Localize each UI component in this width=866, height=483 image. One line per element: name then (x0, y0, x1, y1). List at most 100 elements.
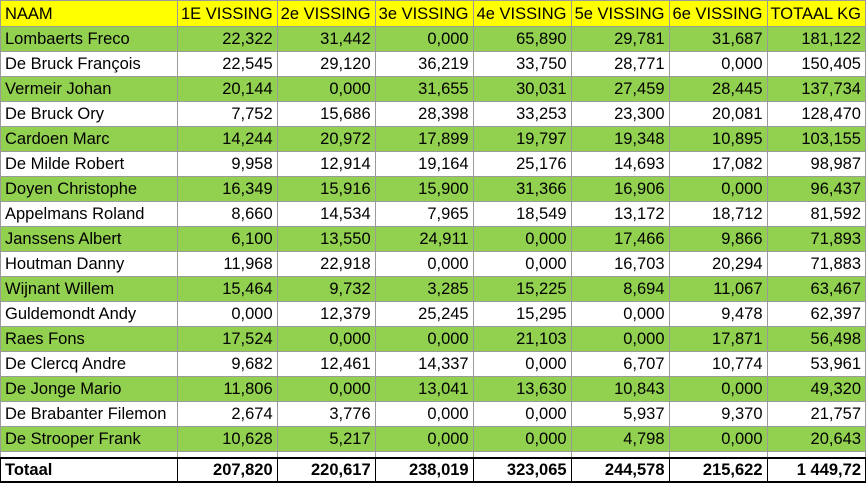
total-vissing-2-cell[interactable]: 220,617 (276, 457, 376, 483)
vissing-3-cell[interactable]: 0,000 (374, 426, 474, 452)
name-cell[interactable]: Vermeir Johan (0, 76, 178, 102)
vissing-5-cell[interactable]: 16,906 (570, 176, 670, 202)
vissing-3-cell[interactable]: 0,000 (374, 401, 474, 427)
total-kg-cell[interactable]: 181,122 (766, 26, 866, 52)
vissing-2-cell[interactable]: 12,914 (276, 151, 376, 177)
vissing-3-cell[interactable]: 0,000 (374, 26, 474, 52)
vissing-3-cell[interactable]: 24,911 (374, 226, 474, 252)
vissing-4-cell[interactable]: 30,031 (472, 76, 572, 102)
header-cell-vissing-6[interactable]: 6e VISSING (668, 0, 768, 27)
vissing-2-cell[interactable]: 20,972 (276, 126, 376, 152)
total-kg-cell[interactable]: 150,405 (766, 51, 866, 77)
total-kg-cell[interactable]: 62,397 (766, 301, 866, 327)
total-kg-cell[interactable]: 137,734 (766, 76, 866, 102)
vissing-4-cell[interactable]: 0,000 (472, 351, 572, 377)
vissing-4-cell[interactable]: 31,366 (472, 176, 572, 202)
vissing-3-cell[interactable]: 17,899 (374, 126, 474, 152)
vissing-2-cell[interactable]: 31,442 (276, 26, 376, 52)
vissing-4-cell[interactable]: 21,103 (472, 326, 572, 352)
header-cell-vissing-1[interactable]: 1E VISSING (176, 0, 278, 27)
total-kg-cell[interactable]: 71,883 (766, 251, 866, 277)
total-kg-cell[interactable]: 63,467 (766, 276, 866, 302)
vissing-6-cell[interactable]: 0,000 (668, 176, 768, 202)
header-cell-vissing-5[interactable]: 5e VISSING (570, 0, 670, 27)
total-kg-cell[interactable]: 56,498 (766, 326, 866, 352)
total-vissing-4-cell[interactable]: 323,065 (472, 457, 572, 483)
vissing-1-cell[interactable]: 22,545 (176, 51, 278, 77)
name-cell[interactable]: De Brabanter Filemon (0, 401, 178, 427)
vissing-1-cell[interactable]: 11,968 (176, 251, 278, 277)
name-cell[interactable]: De Bruck François (0, 51, 178, 77)
vissing-5-cell[interactable]: 14,693 (570, 151, 670, 177)
vissing-2-cell[interactable]: 3,776 (276, 401, 376, 427)
vissing-3-cell[interactable]: 25,245 (374, 301, 474, 327)
total-kg-cell[interactable]: 21,757 (766, 401, 866, 427)
name-cell[interactable]: De Jonge Mario (0, 376, 178, 402)
total-vissing-5-cell[interactable]: 244,578 (570, 457, 670, 483)
vissing-2-cell[interactable]: 29,120 (276, 51, 376, 77)
vissing-2-cell[interactable]: 15,686 (276, 101, 376, 127)
total-kg-cell[interactable]: 71,893 (766, 226, 866, 252)
vissing-3-cell[interactable]: 13,041 (374, 376, 474, 402)
name-cell[interactable]: De Milde Robert (0, 151, 178, 177)
vissing-5-cell[interactable]: 4,798 (570, 426, 670, 452)
header-cell-naam[interactable]: NAAM (0, 0, 178, 27)
vissing-4-cell[interactable]: 0,000 (472, 226, 572, 252)
total-kg-cell[interactable]: 81,592 (766, 201, 866, 227)
vissing-6-cell[interactable]: 20,081 (668, 101, 768, 127)
vissing-6-cell[interactable]: 17,082 (668, 151, 768, 177)
name-cell[interactable]: De Clercq Andre (0, 351, 178, 377)
name-cell[interactable]: De Bruck Ory (0, 101, 178, 127)
total-vissing-1-cell[interactable]: 207,820 (176, 457, 278, 483)
vissing-1-cell[interactable]: 11,806 (176, 376, 278, 402)
vissing-5-cell[interactable]: 23,300 (570, 101, 670, 127)
vissing-5-cell[interactable]: 8,694 (570, 276, 670, 302)
vissing-2-cell[interactable]: 5,217 (276, 426, 376, 452)
vissing-3-cell[interactable]: 0,000 (374, 251, 474, 277)
name-cell[interactable]: Appelmans Roland (0, 201, 178, 227)
vissing-1-cell[interactable]: 17,524 (176, 326, 278, 352)
vissing-3-cell[interactable]: 14,337 (374, 351, 474, 377)
vissing-3-cell[interactable]: 15,900 (374, 176, 474, 202)
name-cell[interactable]: Raes Fons (0, 326, 178, 352)
total-kg-cell[interactable]: 49,320 (766, 376, 866, 402)
vissing-2-cell[interactable]: 15,916 (276, 176, 376, 202)
vissing-4-cell[interactable]: 33,253 (472, 101, 572, 127)
vissing-1-cell[interactable]: 22,322 (176, 26, 278, 52)
header-cell-totaal-kg[interactable]: TOTAAL KG (766, 0, 866, 27)
vissing-2-cell[interactable]: 12,379 (276, 301, 376, 327)
vissing-6-cell[interactable]: 10,895 (668, 126, 768, 152)
vissing-2-cell[interactable]: 0,000 (276, 376, 376, 402)
vissing-6-cell[interactable]: 11,067 (668, 276, 768, 302)
vissing-4-cell[interactable]: 15,295 (472, 301, 572, 327)
name-cell[interactable]: Wijnant Willem (0, 276, 178, 302)
vissing-6-cell[interactable]: 17,871 (668, 326, 768, 352)
vissing-6-cell[interactable]: 9,866 (668, 226, 768, 252)
vissing-2-cell[interactable]: 0,000 (276, 326, 376, 352)
header-cell-vissing-2[interactable]: 2e VISSING (276, 0, 376, 27)
vissing-4-cell[interactable]: 0,000 (472, 426, 572, 452)
vissing-1-cell[interactable]: 0,000 (176, 301, 278, 327)
vissing-6-cell[interactable]: 9,370 (668, 401, 768, 427)
vissing-2-cell[interactable]: 9,732 (276, 276, 376, 302)
vissing-3-cell[interactable]: 28,398 (374, 101, 474, 127)
vissing-5-cell[interactable]: 10,843 (570, 376, 670, 402)
total-label-cell[interactable]: Totaal (0, 457, 178, 483)
vissing-1-cell[interactable]: 16,349 (176, 176, 278, 202)
vissing-5-cell[interactable]: 0,000 (570, 326, 670, 352)
vissing-3-cell[interactable]: 7,965 (374, 201, 474, 227)
vissing-1-cell[interactable]: 2,674 (176, 401, 278, 427)
vissing-6-cell[interactable]: 10,774 (668, 351, 768, 377)
vissing-5-cell[interactable]: 17,466 (570, 226, 670, 252)
vissing-2-cell[interactable]: 12,461 (276, 351, 376, 377)
name-cell[interactable]: Janssens Albert (0, 226, 178, 252)
vissing-6-cell[interactable]: 20,294 (668, 251, 768, 277)
name-cell[interactable]: Cardoen Marc (0, 126, 178, 152)
grand-total-cell[interactable]: 1 449,72 (766, 457, 866, 483)
vissing-6-cell[interactable]: 31,687 (668, 26, 768, 52)
name-cell[interactable]: De Strooper Frank (0, 426, 178, 452)
vissing-1-cell[interactable]: 14,244 (176, 126, 278, 152)
total-vissing-6-cell[interactable]: 215,622 (668, 457, 768, 483)
vissing-3-cell[interactable]: 0,000 (374, 326, 474, 352)
vissing-5-cell[interactable]: 19,348 (570, 126, 670, 152)
